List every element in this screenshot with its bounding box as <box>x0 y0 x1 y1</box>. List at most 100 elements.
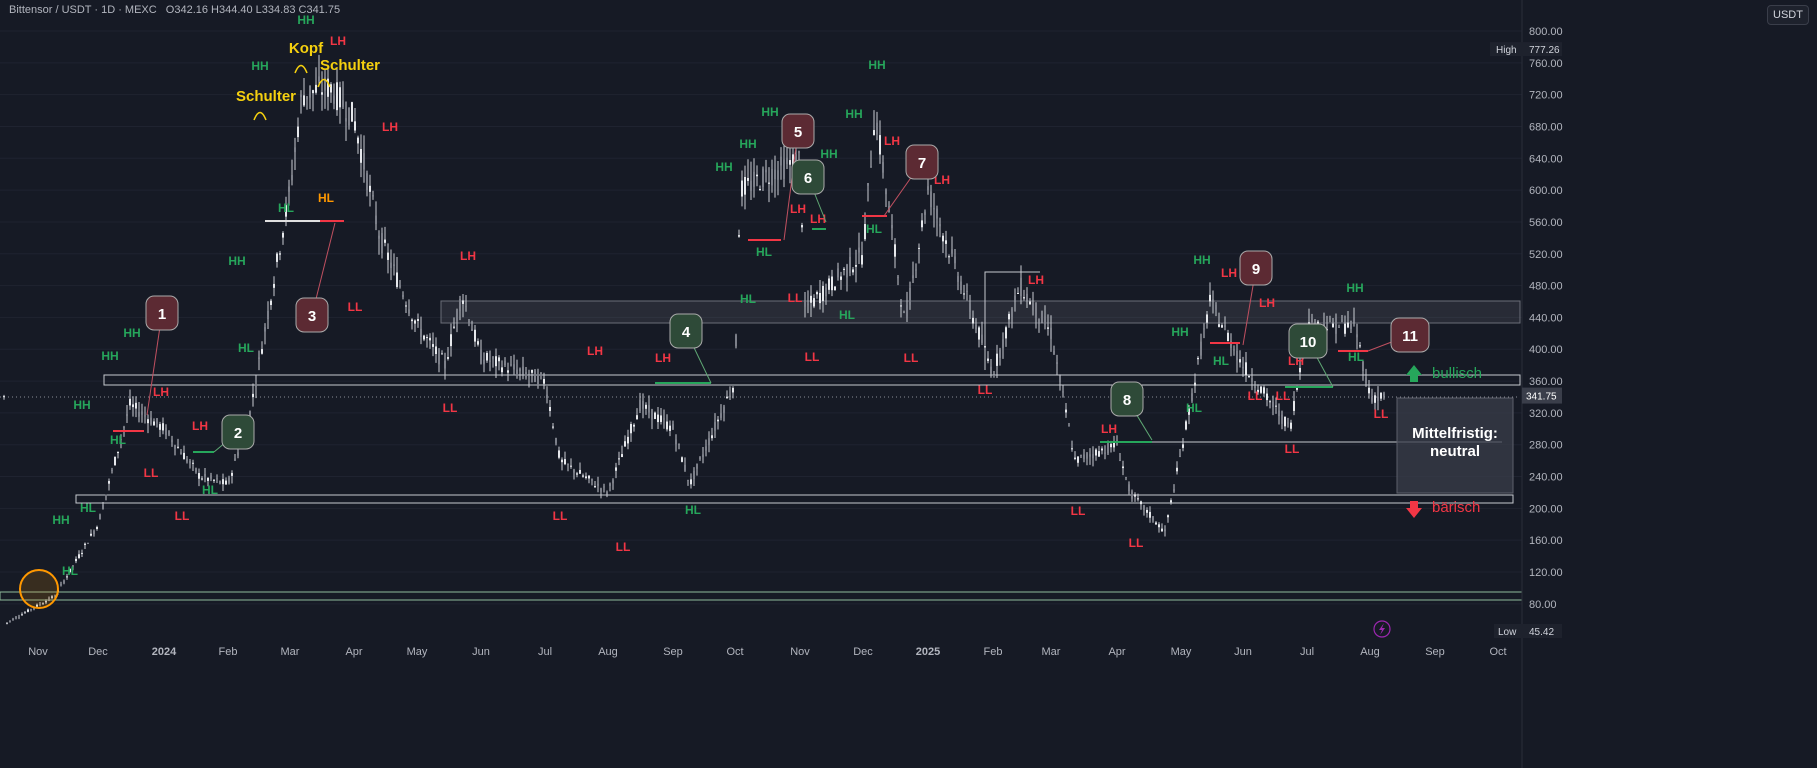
candle-body <box>540 373 542 376</box>
candle-body <box>153 421 155 426</box>
candle-body <box>132 404 134 408</box>
candle-body <box>570 465 572 467</box>
candle-body <box>231 472 233 476</box>
structure-label: LL <box>1129 536 1144 550</box>
candle-body <box>627 436 629 444</box>
candle-body <box>903 311 905 313</box>
structure-label: HL <box>839 308 855 322</box>
time-tick: May <box>407 646 428 658</box>
candle-body <box>486 352 488 361</box>
candle-body <box>552 426 554 428</box>
callout-5[interactable]: 5 <box>781 113 815 241</box>
lightning-icon[interactable] <box>1373 620 1391 638</box>
candle-body <box>645 404 647 409</box>
callout-3[interactable]: 3 <box>295 222 336 333</box>
callout-8[interactable]: 8 <box>1110 381 1153 441</box>
time-tick: Jun <box>1234 646 1252 658</box>
time-tick: Oct <box>1489 646 1506 658</box>
callout-11[interactable]: 11 <box>1367 317 1430 353</box>
candle-body <box>213 479 215 481</box>
time-tick: Jun <box>472 646 490 658</box>
callout-2[interactable]: 2 <box>213 414 255 453</box>
candle-body <box>222 479 224 485</box>
candle-body <box>600 488 602 492</box>
bearish-label: bärisch <box>1432 499 1480 516</box>
candle-body <box>1059 375 1061 383</box>
callout-number: 4 <box>682 324 691 341</box>
candle-body <box>1167 515 1169 518</box>
candle-body <box>1332 323 1334 328</box>
candle-body <box>387 252 389 260</box>
outlook-panel: Mittelfristig: neutral bullisch bärisch <box>1396 365 1514 518</box>
candle-body <box>1092 454 1094 459</box>
candle-body <box>900 305 902 307</box>
candle-body <box>621 454 623 458</box>
candle-body <box>921 220 923 228</box>
candle-body <box>579 469 581 474</box>
callout-4[interactable]: 4 <box>669 313 712 384</box>
candle-body <box>1221 325 1223 328</box>
candle-body <box>720 413 722 418</box>
structure-label: LH <box>934 173 950 187</box>
candle-body <box>873 130 875 136</box>
candle-body <box>678 444 680 446</box>
candle-body <box>594 486 596 488</box>
price-tick: 640.00 <box>1529 153 1563 165</box>
candle-body <box>405 305 407 307</box>
callout-10[interactable]: 10 <box>1288 323 1334 388</box>
time-tick: Aug <box>598 646 618 658</box>
candle-body <box>1290 422 1292 429</box>
candle-body <box>363 153 365 170</box>
time-tick: May <box>1171 646 1192 658</box>
candle-body <box>207 478 209 481</box>
candle-body <box>567 463 569 465</box>
candle-body <box>117 451 119 454</box>
candle-body <box>711 435 713 439</box>
candle-body <box>192 462 194 464</box>
candle-body <box>141 411 143 415</box>
candle-body <box>1062 391 1064 393</box>
callout-6[interactable]: 6 <box>791 159 827 223</box>
candle-body <box>261 349 263 354</box>
price-axis[interactable]: 800.00 760.00 720.00 680.00 640.00 600.00 560.… <box>1490 0 1817 768</box>
candle-body <box>1194 382 1196 386</box>
candle-body <box>1227 332 1229 342</box>
candle-body <box>372 194 374 197</box>
candle-body <box>513 364 515 370</box>
candle-body <box>852 269 854 273</box>
callout-number: 9 <box>1252 261 1260 278</box>
candle-body <box>882 162 884 173</box>
candle-body <box>501 367 503 373</box>
candle-body <box>312 90 314 94</box>
candle-body <box>456 310 458 321</box>
candle-body <box>801 225 803 228</box>
candle-body <box>459 298 461 312</box>
candle-body <box>1002 339 1004 349</box>
candle-body <box>804 300 806 307</box>
candle-body <box>615 467 617 471</box>
candle-body <box>642 400 644 409</box>
callout-1[interactable]: 1 <box>145 295 179 416</box>
candle-body <box>789 160 791 165</box>
candle-body <box>189 460 191 464</box>
callout-9[interactable]: 9 <box>1239 250 1273 346</box>
time-axis[interactable]: Nov Dec 2024 Feb Mar Apr May Jun Jul Aug Sep Oct Nov… <box>28 646 1506 658</box>
candle-body <box>924 211 926 215</box>
candle-body <box>90 533 92 536</box>
candle-body <box>228 477 230 483</box>
candle-body <box>351 102 353 122</box>
candle-body <box>1176 467 1178 472</box>
structure-label: LL <box>1071 504 1086 518</box>
candle-body <box>102 504 104 509</box>
candle-body <box>948 256 950 258</box>
candle-body <box>573 469 575 473</box>
callout-7[interactable]: 7 <box>883 144 939 217</box>
candle-body <box>885 189 887 195</box>
candle-body <box>396 272 398 287</box>
candle-body <box>99 514 101 520</box>
structure-label: HL <box>866 222 882 236</box>
candle-body <box>699 457 701 459</box>
candle-body <box>360 148 362 163</box>
currency-button[interactable]: USDT <box>1767 5 1809 25</box>
